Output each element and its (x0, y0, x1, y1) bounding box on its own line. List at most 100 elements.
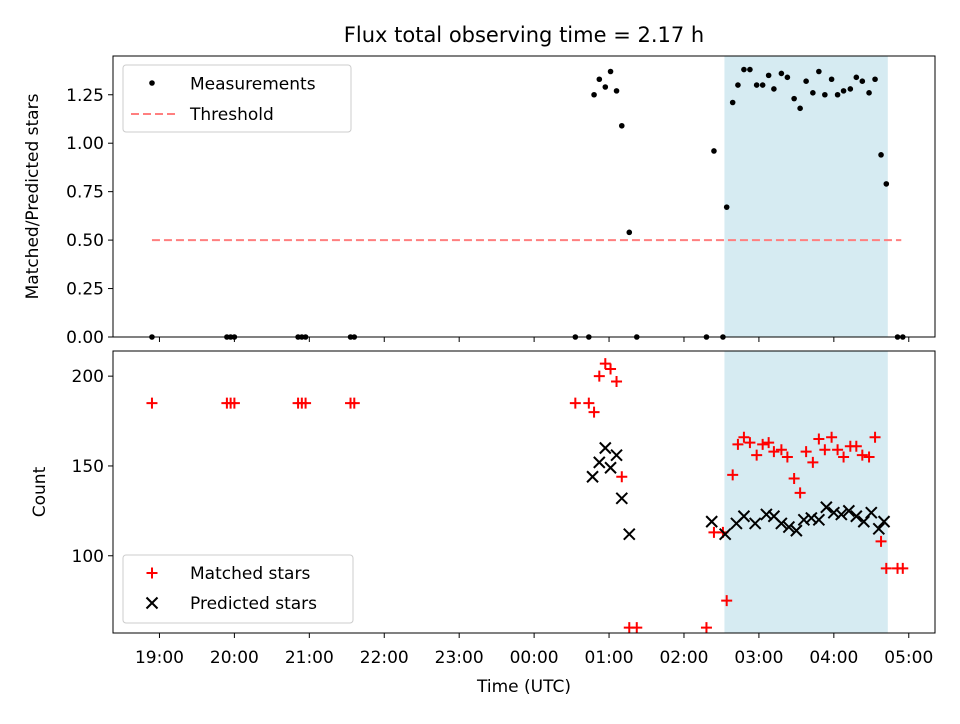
matched-star-point-18 (631, 622, 643, 634)
top-y-tick-label-4: 1.00 (66, 134, 104, 154)
measurement-point-39 (828, 76, 835, 83)
predicted-star-point-2 (599, 441, 612, 455)
x-tick-label-2: 21:00 (285, 648, 334, 668)
measurement-point-40 (834, 91, 841, 98)
matched-star-point-41 (838, 451, 850, 463)
measurement-point-13 (602, 84, 609, 90)
measurement-point-37 (816, 68, 822, 75)
top-y-tick-label-3: 0.75 (66, 183, 104, 203)
predicted-star-point-5 (615, 492, 628, 505)
matched-star-point-23 (727, 469, 739, 481)
measurement-point-45 (866, 90, 872, 96)
matched-star-point-0 (146, 397, 158, 409)
matched-star-point-28 (757, 438, 769, 450)
measurement-point-15 (613, 88, 620, 94)
matched-star-point-3 (228, 397, 240, 409)
top-y-tick-label-5: 1.25 (66, 86, 104, 106)
x-tick-label-4: 23:00 (435, 648, 484, 668)
predicted-star-point-6 (623, 528, 636, 541)
bottom-panel: 100 150 200 19:00 20:00 21:00 22:00 23:00 00:00… (30, 350, 936, 697)
matched-star-point-40 (832, 444, 844, 456)
predicted-star-point-25 (857, 515, 871, 528)
matched-star-point-26 (744, 437, 756, 449)
predicted-star-point-1 (593, 456, 606, 469)
bottom-legend: Matched stars Predicted stars (122, 554, 354, 624)
predicted-legend-marker (145, 596, 159, 610)
x-tick-label-9: 04:00 (809, 648, 858, 668)
measurement-point-46 (872, 76, 878, 83)
measurement-point-14 (607, 68, 614, 75)
x-tick-label-3: 22:00 (360, 648, 409, 668)
predicted-star-point-12 (760, 508, 773, 521)
predicted-star-point-16 (790, 524, 803, 537)
matched-star-point-29 (763, 437, 775, 449)
measurement-point-38 (822, 91, 828, 98)
x-tick-label-0: 19:00 (135, 648, 184, 668)
predicted-star-point-7 (705, 515, 718, 528)
x-tick-label-10: 05:00 (884, 648, 933, 668)
top-legend: Measurements Threshold (122, 64, 352, 133)
top-y-tick-label-2: 0.50 (66, 231, 104, 251)
top-y-tick-label-1: 0.25 (66, 280, 104, 300)
measurement-point-12 (596, 76, 603, 83)
predicted-star-point-0 (586, 470, 599, 483)
predicted-star-point-17 (797, 513, 811, 527)
matched-star-point-32 (781, 451, 793, 463)
matched-star-point-6 (300, 397, 312, 409)
measurement-point-24 (735, 82, 741, 88)
matched-star-point-15 (611, 376, 623, 388)
matched-star-point-46 (869, 431, 881, 443)
bottom-y-tick-label-0: 100 (72, 547, 104, 567)
matched-star-point-11 (588, 406, 600, 418)
measurement-point-30 (771, 86, 777, 92)
matched-star-point-12 (593, 370, 605, 382)
predicted-star-point-15 (782, 520, 796, 534)
measurement-point-29 (765, 72, 772, 79)
measurement-point-17 (626, 229, 633, 236)
matched-star-point-34 (794, 487, 806, 499)
matched-star-point-31 (775, 444, 787, 456)
measurement-point-41 (840, 88, 847, 94)
matched-stars-series (146, 358, 909, 634)
predicted-star-point-3 (604, 461, 617, 474)
measurement-point-35 (803, 78, 809, 84)
top-x-ticks (158, 337, 910, 342)
predicted-star-point-28 (877, 515, 891, 528)
matched-star-point-8 (348, 397, 360, 409)
bottom-x-ticks: 19:00 20:00 21:00 22:00 23:00 00:00 01:00 02:00… (135, 633, 933, 668)
measurement-point-32 (784, 74, 791, 81)
matched-star-point-22 (721, 595, 733, 607)
matched-star-point-16 (616, 471, 628, 483)
matched-star-point-48 (880, 562, 892, 574)
measurements-legend-label: Measurements (190, 75, 316, 95)
matched-star-point-35 (800, 446, 812, 458)
measurement-point-27 (753, 82, 760, 88)
measurement-point-11 (591, 91, 597, 98)
matched-star-point-45 (863, 451, 875, 463)
measurement-point-23 (729, 99, 736, 106)
x-tick-label-7: 02:00 (659, 648, 708, 668)
matched-star-point-38 (819, 444, 831, 456)
top-y-tick-label-0: 0.00 (66, 328, 104, 348)
x-tick-label-8: 03:00 (734, 648, 783, 668)
measurement-point-26 (747, 66, 753, 73)
matched-star-point-50 (897, 562, 909, 574)
measurement-point-25 (741, 66, 747, 73)
bottom-y-tick-label-2: 200 (72, 367, 104, 387)
predicted-star-point-14 (775, 517, 788, 530)
top-plot-frame (112, 55, 936, 338)
measurement-point-33 (791, 95, 797, 102)
measurement-point-43 (853, 74, 860, 81)
predicted-star-point-18 (805, 511, 818, 525)
predicted-star-point-27 (872, 522, 886, 536)
predicted-stars-series (586, 441, 891, 541)
predicted-legend-label: Predicted stars (190, 594, 317, 614)
x-tick-label-5: 00:00 (510, 648, 559, 668)
matched-star-point-13 (599, 358, 611, 370)
measurement-point-20 (711, 148, 717, 154)
matched-legend-label: Matched stars (190, 564, 310, 584)
matched-star-point-36 (807, 456, 819, 468)
predicted-star-point-22 (835, 508, 848, 521)
